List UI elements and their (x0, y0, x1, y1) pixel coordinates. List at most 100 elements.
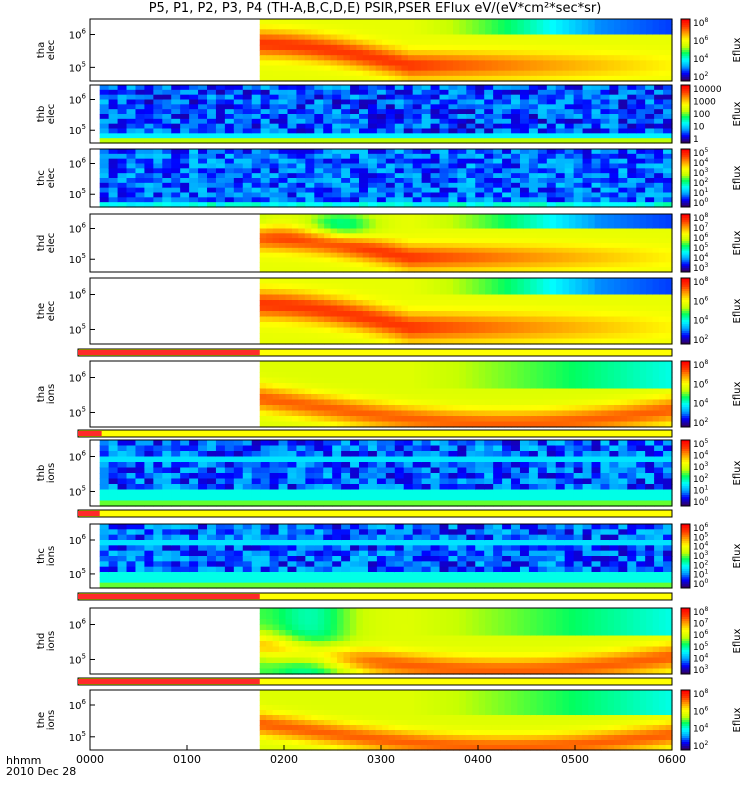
spectrogram-cell (311, 372, 319, 379)
spectrogram-cell (427, 247, 435, 254)
spectrogram-cell (207, 94, 217, 101)
spectrogram-cell (427, 243, 435, 249)
spectrogram-cell (305, 202, 315, 208)
spectrogram-cell (278, 118, 289, 125)
spectrogram-cell (388, 388, 396, 395)
spectrogram-cell (260, 133, 271, 139)
spectrogram-cell (472, 39, 480, 46)
colorbar-segment (681, 74, 690, 78)
colorbar-segment (681, 221, 690, 225)
spectrogram-cell (324, 361, 332, 368)
spectrogram-cell (401, 218, 409, 225)
spectrogram-cell (472, 228, 480, 234)
spectrogram-cell (135, 182, 146, 189)
spectrogram-cell (556, 399, 564, 406)
spectrogram-cell (376, 192, 387, 198)
spectrogram-cell (117, 473, 128, 480)
spectrogram-cell (639, 322, 647, 329)
spectrogram-cell (645, 133, 655, 139)
spectrogram-cell (296, 99, 306, 105)
spectrogram-cell (343, 243, 351, 249)
spectrogram-cell (439, 104, 450, 110)
spectrogram-cell (430, 94, 441, 101)
spectrogram-cell (171, 104, 181, 110)
spectrogram-cell (555, 149, 566, 155)
spectrogram-cell (375, 247, 383, 254)
spectrogram-cell (581, 214, 589, 220)
spectrogram-cell (330, 243, 338, 249)
spectrogram-cell (485, 410, 493, 417)
spectrogram-cell (607, 24, 615, 30)
spectrogram-cell (555, 173, 566, 179)
spectrogram-cell (504, 338, 512, 345)
spectrogram-cell (654, 94, 664, 101)
colorbar-segment (681, 50, 690, 53)
spectrogram-cell (607, 311, 615, 318)
spectrogram-cell (259, 305, 267, 312)
spectrogram-cell (636, 158, 646, 165)
spectrogram-cell (266, 399, 274, 406)
spectrogram-cell (636, 99, 646, 105)
spectrogram-cell (407, 233, 415, 239)
spectrogram-cell (562, 421, 570, 428)
spectrogram-cell (440, 410, 448, 417)
spectrogram-cell (478, 283, 486, 290)
spectrogram-cell (607, 39, 615, 46)
spectrogram-cell (665, 283, 673, 290)
spectrogram-cell (472, 70, 480, 77)
spectrogram-cell (511, 182, 521, 189)
spectrogram-cell (375, 243, 383, 249)
spectrogram-cell (272, 377, 280, 384)
spectrogram-cell (126, 118, 137, 125)
spectrogram-cell (421, 202, 432, 208)
spectrogram-cell (324, 278, 332, 285)
spectrogram-cell (305, 114, 315, 120)
spectrogram-cell (636, 128, 646, 134)
spectrogram-cell (484, 149, 494, 155)
spectrogram-cell (591, 149, 602, 155)
spectrogram-cell (414, 399, 422, 406)
colorbar-tick-exp: 0 (704, 197, 708, 204)
spectrogram-cell (452, 410, 461, 417)
spectrogram-cell (296, 173, 306, 179)
spectrogram-cell (543, 228, 551, 234)
spectrogram-cell (562, 214, 570, 220)
spectrogram-cell (523, 294, 531, 301)
spectrogram-cell (343, 29, 351, 36)
spectrogram-cell (117, 123, 128, 130)
spectrogram-cell (618, 89, 628, 96)
spectrogram-cell (304, 55, 312, 61)
spectrogram-cell (330, 228, 338, 234)
spectrogram-cell (498, 44, 506, 51)
spectrogram-cell (343, 338, 351, 345)
spectrogram-cell (233, 192, 244, 198)
spectrogram-cell (523, 252, 531, 259)
colorbar-segment (681, 330, 690, 334)
spectrogram-cell (401, 421, 409, 428)
spectrogram-cell (475, 99, 485, 105)
spectrogram-cell (519, 133, 530, 139)
spectrogram-cell (433, 19, 441, 25)
spectrogram-cell (618, 163, 628, 169)
spectrogram-cell (99, 451, 110, 458)
spectrogram-cell (633, 218, 641, 225)
spectrogram-cell (298, 75, 306, 82)
spectrogram-cell (317, 405, 325, 412)
spectrogram-cell (337, 60, 345, 67)
spectrogram-cell (523, 399, 531, 406)
spectrogram-cell (242, 138, 253, 144)
spectrogram-cell (491, 377, 499, 384)
spectrogram-cell (517, 19, 525, 25)
spectrogram-cell (665, 327, 673, 334)
spectrogram-cell (530, 223, 538, 230)
spectrogram-cell (278, 163, 289, 169)
colorbar-segment (681, 233, 690, 236)
spectrogram-cell (369, 361, 377, 368)
spectrogram-cell (382, 361, 390, 368)
spectrogram-cell (362, 278, 370, 285)
spectrogram-cell (511, 123, 521, 130)
spectrogram-cell (446, 294, 454, 301)
spectrogram-cell (485, 262, 493, 268)
spectrogram-cell (324, 29, 332, 36)
spectrogram-cell (439, 163, 450, 169)
